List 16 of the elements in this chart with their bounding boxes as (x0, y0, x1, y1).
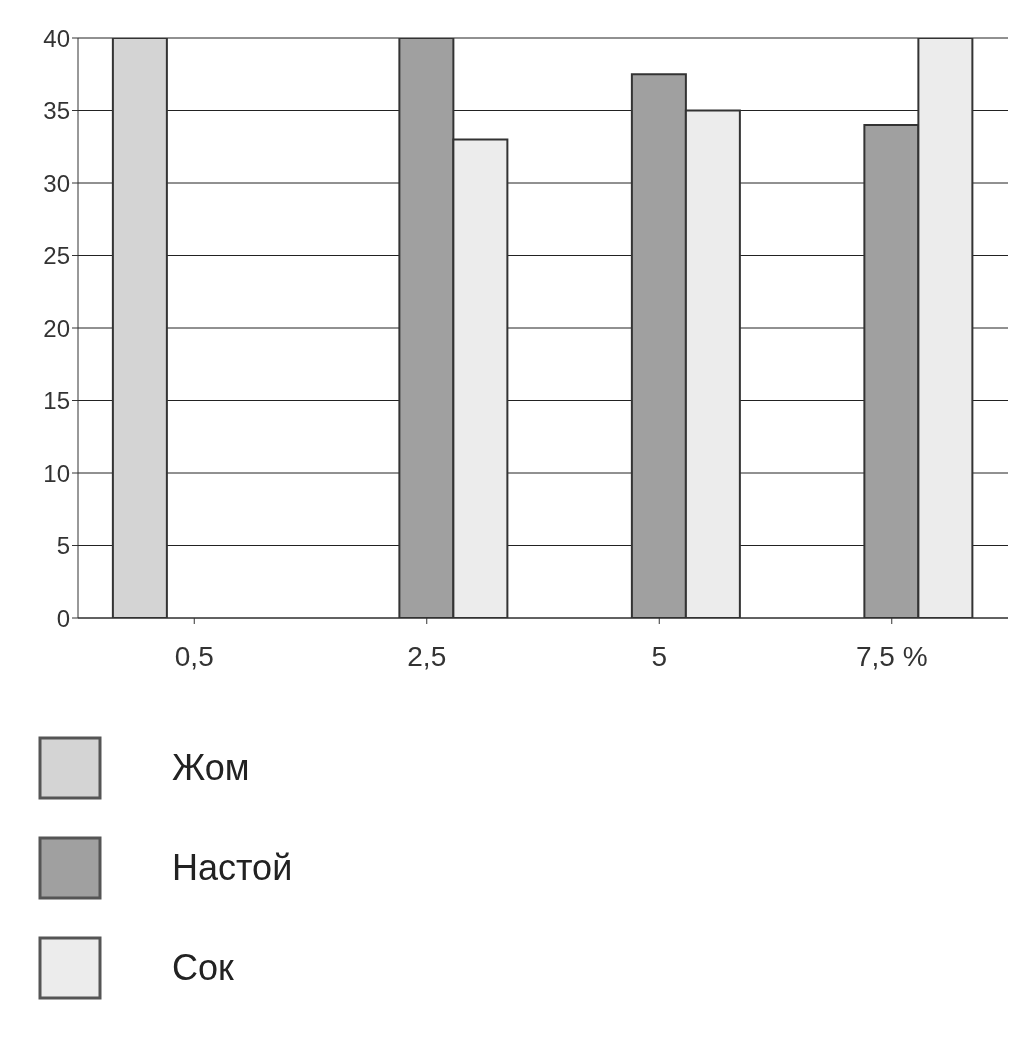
y-tick-label: 35 (43, 97, 70, 125)
y-tick-label: 40 (43, 24, 70, 52)
legend-label: Сок (172, 947, 234, 989)
x-tick-label: 2,5 (407, 640, 447, 672)
x-tick-label: 0,5 (174, 640, 214, 672)
legend-label: Настой (172, 847, 293, 889)
legend-label: Жом (172, 747, 250, 789)
y-tick-label: 25 (43, 242, 70, 270)
y-tick-label: 0 (56, 604, 70, 632)
y-tick-label: 10 (43, 459, 70, 487)
y-tick-label: 15 (43, 387, 70, 415)
x-tick-label: 5 (651, 640, 668, 672)
y-tick-label: 20 (43, 314, 70, 342)
x-tick-label: 7,5 % (855, 640, 928, 672)
y-tick-label: 30 (43, 169, 70, 197)
y-tick-label: 5 (56, 532, 70, 560)
